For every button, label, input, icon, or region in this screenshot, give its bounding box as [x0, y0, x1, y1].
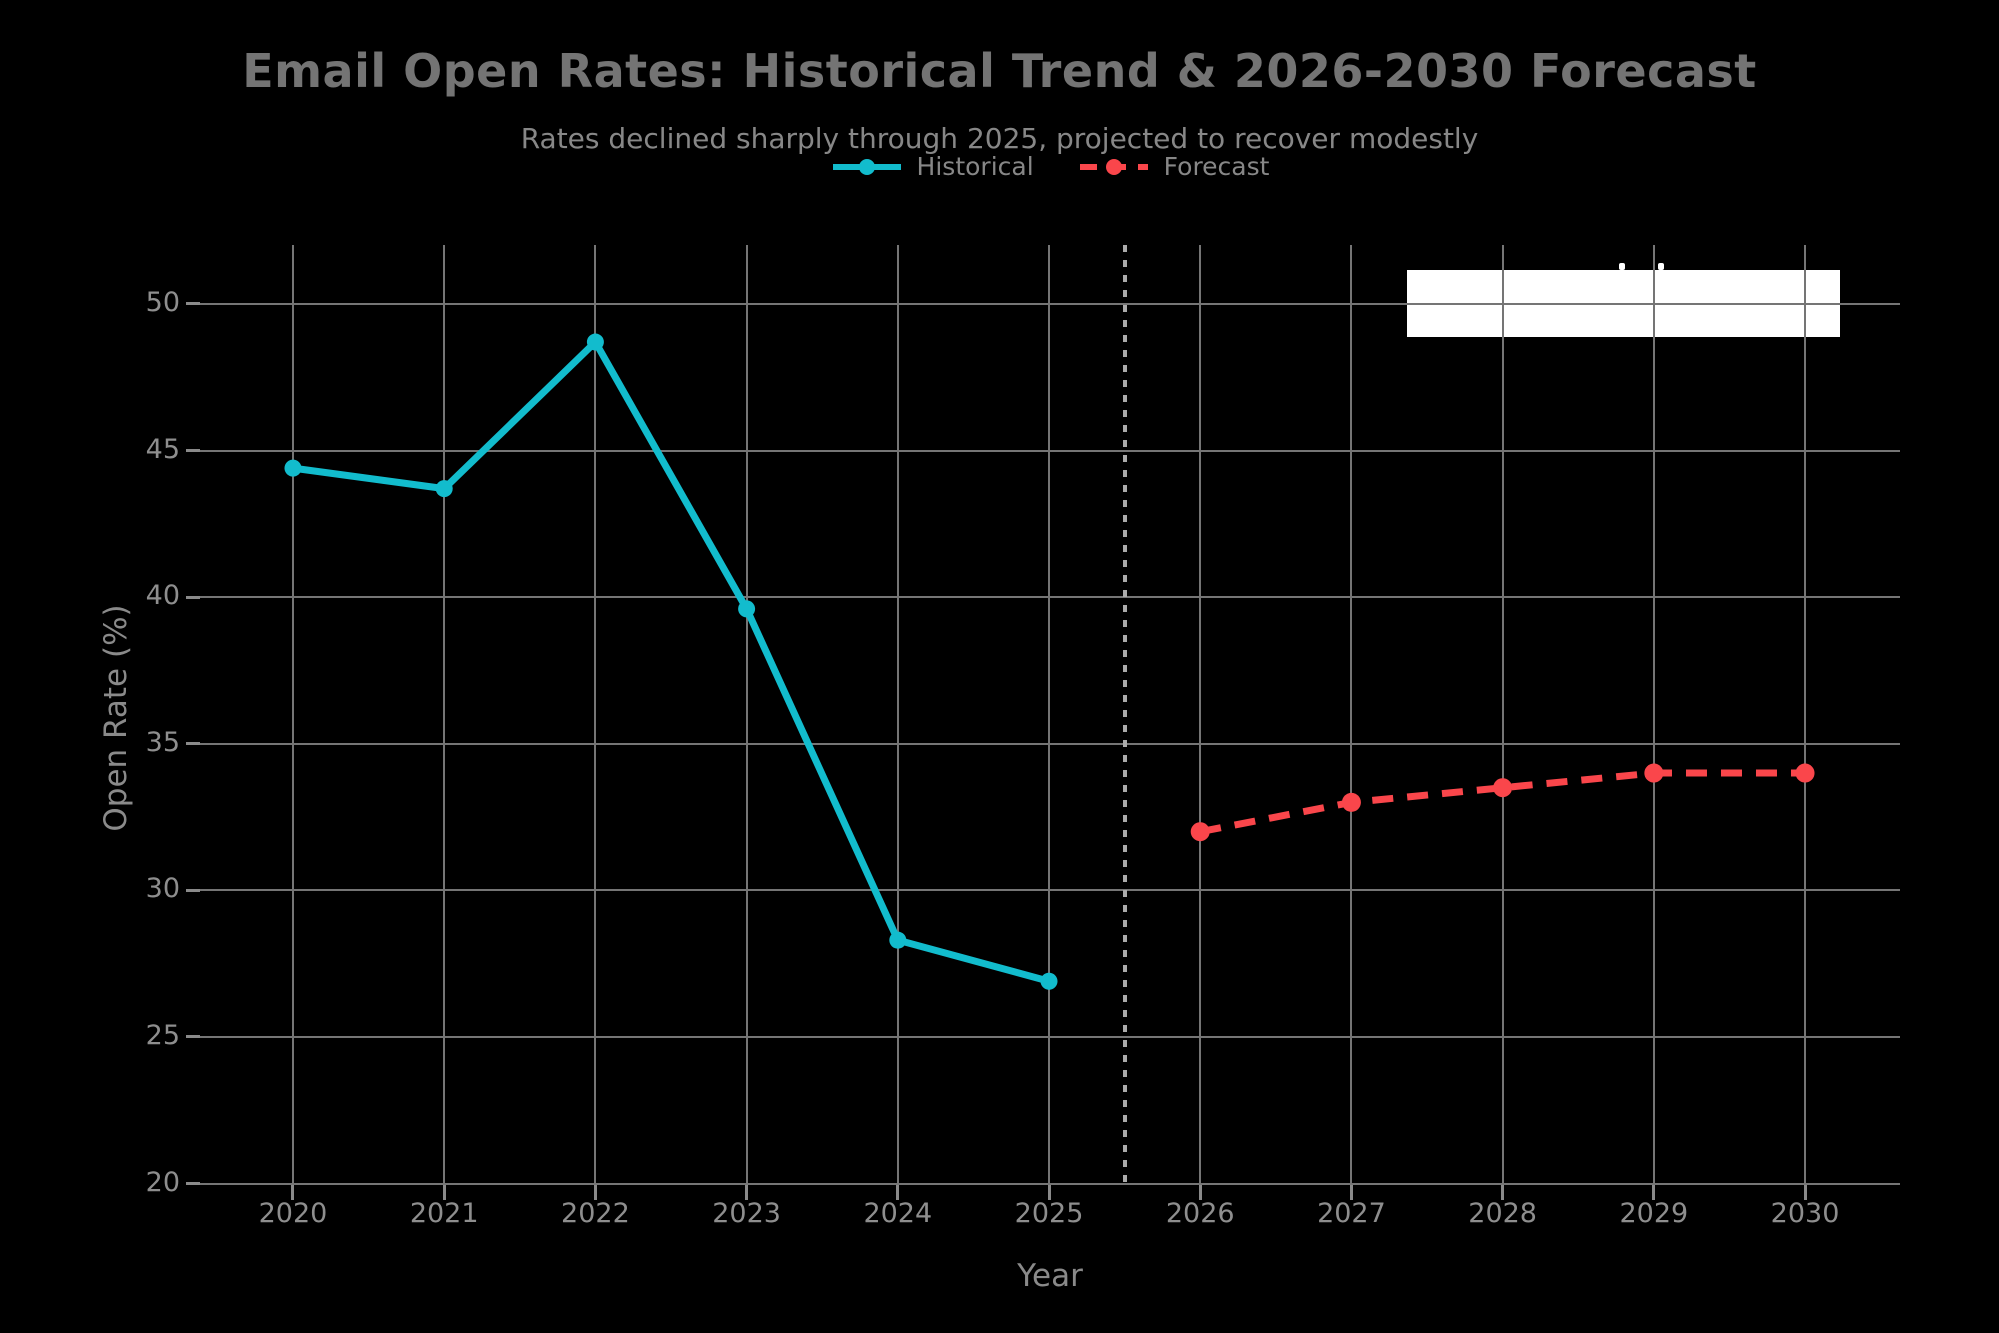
forecast-point-2027 [1341, 792, 1361, 812]
forecast-point-2030 [1795, 763, 1815, 783]
legend-label-forecast: Forecast [1163, 152, 1270, 181]
series-layer [284, 333, 1815, 990]
annotation-speck-0 [1619, 263, 1626, 271]
forecast-line [1199, 769, 1806, 836]
historical-swatch-icon [832, 158, 901, 175]
x-tick-mark-2028 [1501, 1185, 1505, 1200]
x-tick-label-2026: 2026 [1165, 1198, 1235, 1229]
legend-item-forecast: Forecast [1078, 152, 1270, 181]
gridline-x-2024 [896, 245, 899, 1185]
x-tick-mark-2027 [1349, 1185, 1353, 1200]
forecast-point-2026 [1190, 822, 1210, 842]
historical-point-2025 [1040, 972, 1058, 990]
y-tick-mark-20 [186, 1182, 200, 1186]
x-tick-mark-2024 [896, 1185, 900, 1200]
y-tick-mark-25 [186, 1035, 200, 1039]
x-tick-label-2029: 2029 [1619, 1198, 1689, 1229]
historical-point-2021 [435, 480, 453, 498]
x-tick-mark-2023 [745, 1185, 749, 1200]
gridline-x-2022 [594, 245, 597, 1185]
gridline-x-2025 [1048, 245, 1051, 1185]
x-tick-label-2022: 2022 [561, 1198, 630, 1229]
x-axis-label: Year [1017, 1258, 1083, 1294]
y-tick-label-35: 35 [145, 726, 180, 758]
x-tick-mark-2026 [1198, 1185, 1202, 1200]
annotation-speck-1 [1658, 263, 1665, 271]
gridline-x-2023 [745, 245, 748, 1185]
legend: Historical Forecast [200, 152, 1900, 181]
x-tick-mark-2020 [291, 1185, 295, 1200]
x-tick-label-2030: 2030 [1770, 1198, 1840, 1229]
chart-subtitle: Rates declined sharply through 2025, pro… [520, 122, 1479, 155]
x-tick-mark-2030 [1803, 1185, 1807, 1200]
x-tick-label-2020: 2020 [258, 1198, 328, 1229]
x-tick-mark-2025 [1047, 1185, 1051, 1200]
historical-point-2023 [738, 600, 756, 618]
x-tick-label-2024: 2024 [863, 1198, 933, 1229]
y-tick-mark-45 [186, 449, 200, 453]
y-tick-label-25: 25 [145, 1019, 180, 1051]
y-axis-label: Open Rate (%) [98, 604, 134, 832]
historical-line [292, 338, 1050, 985]
chart-title: Email Open Rates: Historical Trend & 202… [242, 44, 1757, 98]
x-tick-label-2025: 2025 [1014, 1198, 1084, 1229]
y-tick-label-20: 20 [145, 1166, 180, 1198]
y-tick-mark-40 [186, 595, 200, 599]
y-tick-label-50: 50 [145, 286, 180, 318]
x-tick-label-2023: 2023 [712, 1198, 781, 1229]
gridline-x-2027 [1350, 245, 1353, 1185]
gridline-x-2021 [443, 245, 446, 1185]
historical-point-2020 [284, 459, 302, 477]
y-tick-label-45: 45 [145, 433, 180, 465]
gridline-x-2026 [1199, 245, 1202, 1185]
gridline-x-2029 [1652, 245, 1655, 1185]
x-tick-label-2028: 2028 [1468, 1198, 1537, 1229]
y-tick-mark-30 [186, 888, 200, 892]
gridline-x-2028 [1501, 245, 1504, 1185]
y-tick-label-30: 30 [145, 873, 180, 905]
forecast-point-2028 [1493, 778, 1513, 798]
x-tick-mark-2021 [442, 1185, 446, 1200]
legend-item-historical: Historical [831, 152, 1034, 181]
legend-label-historical: Historical [916, 152, 1034, 181]
y-tick-mark-35 [186, 742, 200, 746]
y-tick-label-40: 40 [145, 580, 180, 612]
x-tick-mark-2022 [593, 1185, 597, 1200]
forecast-point-2029 [1644, 763, 1664, 783]
y-tick-mark-50 [186, 302, 200, 306]
x-tick-mark-2029 [1652, 1185, 1656, 1200]
gridline-x-2030 [1804, 245, 1807, 1185]
forecast-swatch-icon [1079, 158, 1148, 175]
historical-point-2022 [586, 333, 604, 351]
x-tick-label-2027: 2027 [1317, 1198, 1386, 1229]
forecast-start-separator [1122, 245, 1127, 1185]
gridline-x-2020 [291, 245, 294, 1185]
historical-point-2024 [889, 931, 907, 949]
x-tick-label-2021: 2021 [409, 1198, 479, 1229]
